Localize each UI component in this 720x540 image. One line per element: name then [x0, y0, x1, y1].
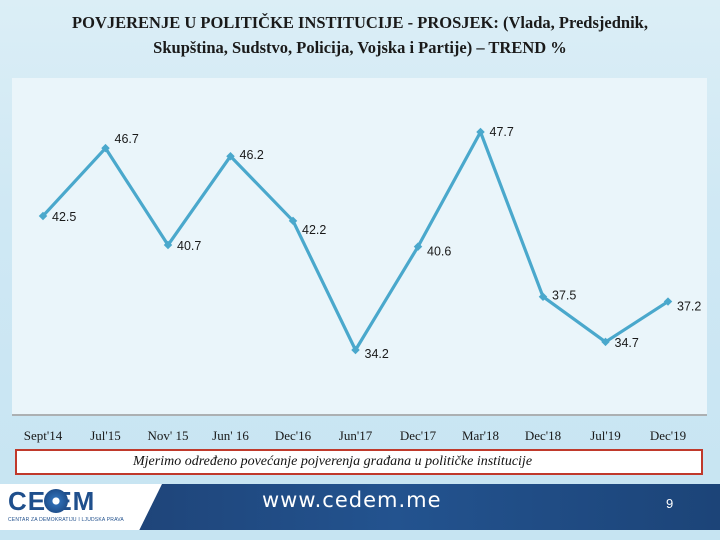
data-label: 37.5	[552, 289, 576, 303]
data-point-marker	[538, 292, 548, 301]
note-box: Mjerimo određeno povećanje pojverenja gr…	[15, 449, 703, 475]
data-label: 46.7	[115, 132, 139, 146]
data-label: 40.6	[427, 245, 451, 259]
x-tick-label: Jun' 16	[212, 428, 249, 443]
website-link[interactable]: www.cedem.me	[262, 488, 442, 512]
x-tick-label: Dec'16	[275, 428, 312, 443]
data-point-marker	[38, 211, 48, 221]
logo-emblem-icon	[44, 489, 68, 513]
footer-stripe	[0, 530, 720, 540]
data-point-marker	[351, 345, 360, 355]
x-tick-label: Dec'17	[400, 428, 437, 443]
data-label: 46.2	[240, 148, 264, 162]
title-line-2: Skupština, Sudstvo, Policija, Vojska i P…	[153, 38, 567, 57]
data-label: 40.7	[177, 239, 201, 253]
data-point-marker	[476, 127, 485, 137]
x-tick-label: Sept'14	[24, 428, 63, 443]
x-tick-label: Dec'18	[525, 428, 561, 443]
title-line-1: POVJERENJE U POLITIČKE INSTITUCIJE - PRO…	[72, 13, 648, 32]
x-tick-label: Jul'19	[590, 428, 621, 443]
data-point-marker	[413, 242, 423, 251]
data-point-marker	[226, 151, 235, 161]
chart-title: POVJERENJE U POLITIČKE INSTITUCIJE - PRO…	[0, 10, 720, 60]
x-tick-label: Jul'15	[90, 428, 121, 443]
data-label: 34.2	[365, 347, 389, 361]
page-number: 9	[666, 496, 674, 511]
x-tick-label: Mar'18	[462, 428, 499, 443]
data-point-marker	[663, 297, 673, 306]
x-tick-label: Nov' 15	[148, 428, 189, 443]
data-label: 37.2	[677, 300, 701, 314]
data-label: 34.7	[615, 336, 639, 350]
x-tick-label: Dec'19	[650, 428, 686, 443]
data-label: 42.5	[52, 210, 76, 224]
data-point-marker	[601, 337, 610, 347]
data-point-marker	[101, 143, 110, 153]
x-tick-label: Jun'17	[339, 428, 373, 443]
logo-background	[0, 484, 162, 530]
logo-subtitle: CENTAR ZA DEMOKRATIJU I LJUDSKA PRAVA	[8, 517, 124, 523]
data-point-marker	[288, 216, 298, 226]
data-point-marker	[163, 240, 173, 250]
line-chart: 42.5 46.7 40.7 46.2 42.2 34.2 40.6 47.7 37.5 34.7…	[12, 78, 707, 443]
data-label: 47.7	[490, 125, 514, 139]
plot-area	[12, 78, 707, 416]
data-label: 42.2	[302, 223, 326, 237]
